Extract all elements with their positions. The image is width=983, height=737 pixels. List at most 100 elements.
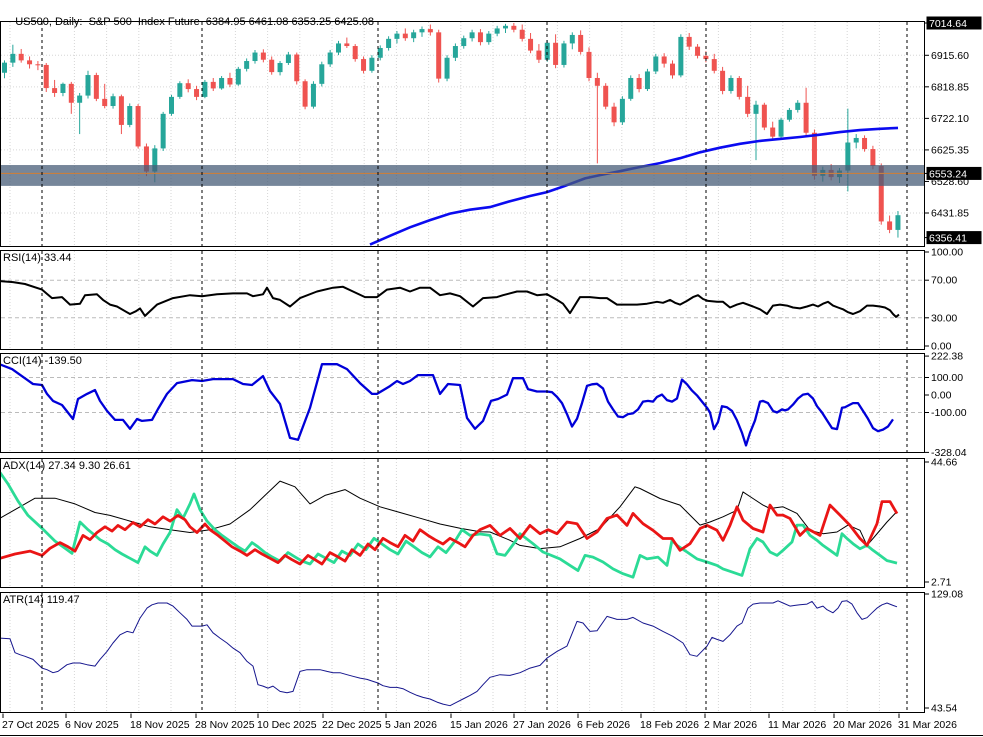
candle-body xyxy=(169,96,174,114)
candle-body xyxy=(143,146,149,172)
price-badge xyxy=(926,166,982,180)
minus-di-line xyxy=(0,500,899,566)
atr-panel-label: ATR(14) 119.47 xyxy=(3,594,80,606)
candle-body xyxy=(511,25,517,30)
axis-label: 6818.85 xyxy=(931,81,969,93)
axis-label: 222.38 xyxy=(931,351,963,363)
candle-body xyxy=(695,46,701,56)
cci-panel-border xyxy=(0,353,925,453)
candle-body xyxy=(503,25,508,29)
candle-body xyxy=(436,32,442,79)
date-label: 27 Jan 2026 xyxy=(513,719,571,731)
candle-body xyxy=(227,77,233,85)
candle-body xyxy=(252,52,258,62)
candle-body xyxy=(285,54,291,63)
date-axis: 27 Oct 2025 6 Nov 2025 18 Nov 2025 28 Nov 2… xyxy=(2,713,957,731)
symbol-ohlc-text: US500, Daily: S&P 500 Index Future 6384.… xyxy=(15,16,375,28)
candle-body xyxy=(586,51,592,78)
candle-body xyxy=(494,28,500,34)
date-label: 10 Dec 2025 xyxy=(257,719,317,731)
candle-body xyxy=(377,47,383,58)
candle-body xyxy=(27,60,33,65)
candle-body xyxy=(427,29,433,33)
candle-body xyxy=(177,83,183,97)
candle-body xyxy=(720,70,726,92)
candle-body xyxy=(753,104,759,114)
candle-body xyxy=(578,34,584,52)
support-band xyxy=(0,165,925,186)
candle-body xyxy=(670,63,675,76)
date-label: 2 Mar 2026 xyxy=(704,719,757,731)
candle-body xyxy=(528,38,534,51)
candle-body xyxy=(202,81,208,97)
candle-body xyxy=(536,50,542,60)
candle-body xyxy=(661,56,667,64)
candle-body xyxy=(294,54,300,82)
price-badge xyxy=(926,231,982,245)
candle-body xyxy=(327,52,333,65)
candle-body xyxy=(887,221,893,230)
candle-body xyxy=(336,43,341,53)
candle-body xyxy=(686,36,692,47)
candle-body xyxy=(544,42,550,60)
adx-line-layer xyxy=(0,480,898,550)
candle-body xyxy=(862,137,868,150)
axis-label: 6528.60 xyxy=(931,176,969,188)
axis-label: 0.00 xyxy=(931,341,952,353)
candle-body xyxy=(369,57,375,71)
candle-body xyxy=(569,34,575,44)
candle-body xyxy=(319,64,325,84)
date-label: 28 Nov 2025 xyxy=(195,719,255,731)
candle-body xyxy=(477,32,483,43)
month-gridlines xyxy=(41,22,908,712)
axis-label: 100.00 xyxy=(931,372,963,384)
candle-body xyxy=(678,36,684,76)
candle-body xyxy=(736,77,742,97)
rsi-line-layer xyxy=(0,280,900,318)
candle-body xyxy=(519,29,525,39)
candle-body xyxy=(269,59,275,73)
date-label: 11 Mar 2026 xyxy=(768,719,826,731)
panel-borders xyxy=(0,21,983,736)
candle-body xyxy=(895,215,901,230)
adx-line xyxy=(0,480,898,550)
axis-label: 44.66 xyxy=(931,457,957,469)
candle-body xyxy=(386,38,392,48)
candle-body xyxy=(469,32,475,39)
candle-body xyxy=(845,142,851,171)
atr-line-layer xyxy=(0,600,898,707)
date-label: 31 Mar 2026 xyxy=(898,719,957,731)
candle-body xyxy=(344,43,350,47)
candles-layer xyxy=(2,23,901,238)
candle-body xyxy=(553,42,559,65)
ma-blue-line xyxy=(369,126,899,246)
price-badge-text: 7014.64 xyxy=(929,18,967,30)
candle-body xyxy=(310,83,316,107)
candle-body xyxy=(277,62,283,73)
date-label: 6 Nov 2025 xyxy=(65,719,119,731)
candle-body xyxy=(260,52,266,60)
rsi-line xyxy=(0,280,900,318)
cci-line-layer xyxy=(0,363,894,447)
plus-di-line xyxy=(0,471,898,579)
atr-line xyxy=(0,600,898,707)
date-label: 6 Feb 2026 xyxy=(577,719,630,731)
candle-body xyxy=(786,109,792,120)
cci-panel-label: CCI(14) -139.50 xyxy=(3,355,82,367)
axis-label: 30.00 xyxy=(931,312,957,324)
candle-body xyxy=(411,32,417,39)
price-badge-text: 6356.41 xyxy=(929,233,967,245)
candle-body xyxy=(152,148,158,172)
price-badge xyxy=(926,16,982,30)
axis-label: 0.00 xyxy=(931,390,952,402)
date-label: 22 Dec 2025 xyxy=(322,719,382,731)
candle-body xyxy=(878,166,884,222)
date-label: 18 Feb 2026 xyxy=(640,719,699,731)
candle-body xyxy=(160,113,166,149)
candle-body xyxy=(803,102,809,133)
candle-body xyxy=(745,96,751,114)
candle-body xyxy=(361,59,367,71)
axis-label: 100.00 xyxy=(931,247,963,259)
date-label: 27 Oct 2025 xyxy=(2,719,59,731)
